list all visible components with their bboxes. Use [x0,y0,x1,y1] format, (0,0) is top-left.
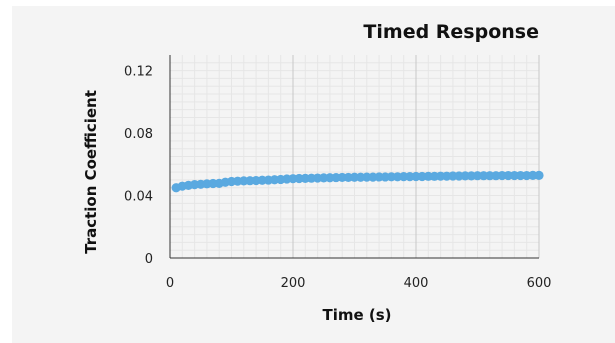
y-axis-label: Traction Coefficient [82,90,100,254]
y-tick-label: 0.12 [124,65,153,80]
y-tick-label: 0.04 [124,190,153,205]
point-layer [171,170,544,193]
tick-layer: 0 200 400 600 0 0.04 0.08 0.12 [124,65,551,291]
y-tick-label: 0.08 [124,127,153,142]
x-tick-label: 0 [166,276,174,291]
x-tick-label: 400 [404,276,429,291]
axis-layer [169,55,539,259]
x-axis-label: Time (s) [322,306,391,324]
grid-layer [170,55,540,258]
chart-title: Timed Response [363,21,539,43]
x-tick-label: 200 [281,276,306,291]
x-tick-label: 600 [527,276,552,291]
data-point [534,170,544,180]
y-tick-label: 0 [145,252,153,267]
